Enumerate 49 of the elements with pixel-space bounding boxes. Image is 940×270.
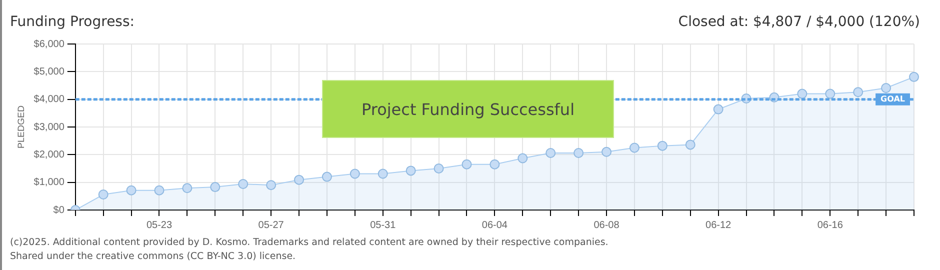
x-tick-label: 05-31 bbox=[370, 220, 396, 231]
point bbox=[853, 87, 864, 98]
point bbox=[574, 148, 584, 158]
point bbox=[713, 104, 724, 114]
point bbox=[322, 172, 332, 182]
x-tick-label: 06-12 bbox=[706, 220, 732, 231]
point bbox=[406, 166, 416, 176]
point bbox=[546, 148, 556, 158]
y-tick-label: $5,000 bbox=[34, 66, 65, 78]
point bbox=[490, 159, 500, 170]
text: Shared under the creative commons (CC BY-NC 3.0) license. bbox=[10, 251, 296, 262]
x-tick-label: 06-04 bbox=[482, 220, 508, 231]
point bbox=[182, 183, 192, 194]
point bbox=[98, 190, 108, 200]
y-tick-label: $4,000 bbox=[34, 94, 65, 106]
point bbox=[294, 174, 304, 185]
point bbox=[629, 142, 640, 153]
point bbox=[462, 159, 472, 170]
point bbox=[238, 178, 248, 189]
point bbox=[378, 168, 388, 179]
y-axis-title: PLEDGED bbox=[16, 104, 26, 149]
point bbox=[881, 82, 892, 93]
text: (c)2025. Additional content provided by D. Kosmo. Trademarks and related content are owned by their respective companies. bbox=[10, 237, 608, 248]
banner: Project Funding Successful bbox=[322, 80, 614, 138]
x-tick-label: 05-27 bbox=[258, 220, 284, 231]
point bbox=[909, 72, 919, 82]
x-tick-label: 05-23 bbox=[146, 220, 172, 231]
point bbox=[825, 88, 836, 99]
point bbox=[210, 182, 220, 192]
point bbox=[685, 140, 696, 150]
y-tick-label: $1,000 bbox=[34, 177, 65, 188]
x-tick-label: 06-08 bbox=[594, 220, 620, 231]
point bbox=[434, 164, 444, 174]
point bbox=[602, 146, 612, 157]
point bbox=[154, 185, 164, 196]
y-tick-label: $3,000 bbox=[34, 122, 65, 133]
point bbox=[350, 168, 360, 179]
ref-line-label: GOAL bbox=[880, 94, 906, 104]
y-tick-label: $6,000 bbox=[34, 38, 65, 50]
point bbox=[266, 180, 276, 190]
x-tick-label: 06-16 bbox=[817, 220, 844, 231]
chart-title: Funding Progress: bbox=[10, 14, 134, 30]
point bbox=[657, 140, 668, 151]
point bbox=[518, 153, 528, 164]
y-tick-label: $2,000 bbox=[34, 149, 65, 160]
point bbox=[797, 88, 808, 99]
point bbox=[126, 185, 136, 196]
text: Closed at: $4,807 / $4,000 (120%) bbox=[678, 14, 920, 30]
y-tick-label: $0 bbox=[53, 204, 65, 216]
